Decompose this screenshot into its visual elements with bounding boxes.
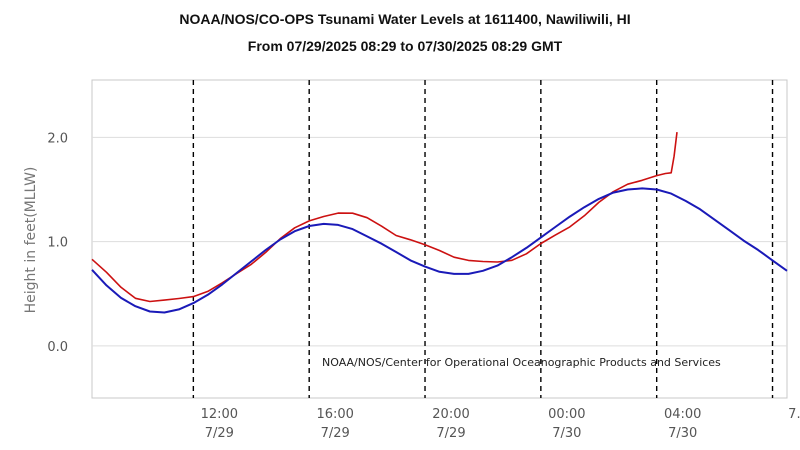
predicted-series-line [91,187,788,314]
x-tick-date-label: 7/29 [436,426,465,441]
y-tick-label: 2.0 [47,131,68,146]
chart-subtitle: From 07/29/2025 08:29 to 07/30/2025 08:2… [248,38,563,54]
chart-title: NOAA/NOS/CO-OPS Tsunami Water Levels at … [179,11,630,27]
plot-frame [91,79,788,399]
credit-text: NOAA/NOS/Center for Operational Oceanogr… [322,356,721,369]
x-tick-time-label: 7... [788,407,800,422]
grid-lines [92,136,787,347]
y-tick-label: 0.0 [47,340,68,355]
x-tick-date-label: 7/30 [668,426,697,441]
x-tick-date-label: 7/29 [321,426,350,441]
plot-area [91,79,788,399]
x-tick-time-label: 04:00 [664,407,701,422]
x-tick-time-label: 12:00 [201,407,238,422]
x-tick-labels: 12:00 7/29 16:00 7/29 20:00 7/29 00:00 7/30 04:0… [201,407,800,441]
y-axis-label: Height in feet(MLLW) [23,167,39,314]
time-markers [192,80,774,398]
x-tick-time-label: 00:00 [548,407,585,422]
x-tick-date-label: 7/29 [205,426,234,441]
x-tick-time-label: 20:00 [432,407,469,422]
x-tick-date-label: 7/30 [552,426,581,441]
y-tick-labels: 0.0 1.0 2.0 [47,131,68,355]
y-tick-label: 1.0 [47,236,68,251]
series-lines [91,132,788,314]
x-tick-time-label: 16:00 [316,407,353,422]
